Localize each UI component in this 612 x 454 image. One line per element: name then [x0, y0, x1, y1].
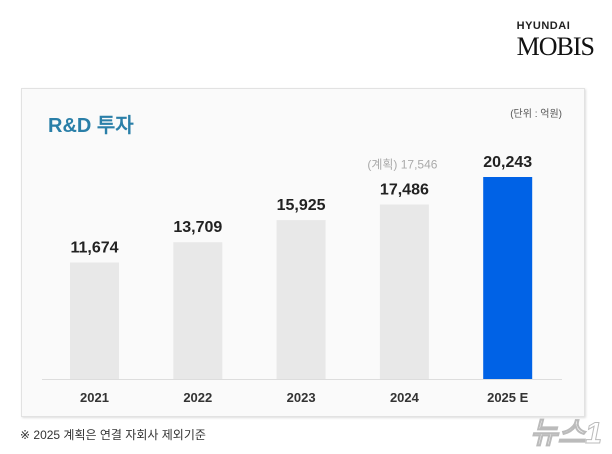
bar-2022 — [173, 242, 223, 379]
value-label: 11,674 — [70, 240, 118, 257]
value-label: 17,486 — [380, 182, 429, 199]
logo-main: MOBIS — [516, 32, 595, 61]
news1-watermark: 뉴스1 — [530, 417, 603, 451]
footnote: ※ 2025 계획은 연결 자회사 제외기준 — [20, 428, 206, 442]
logo-top: HYUNDAI — [516, 20, 571, 32]
chart-title: R&D 투자 — [48, 115, 134, 137]
bar-2025 E — [483, 177, 533, 379]
bar-2021 — [70, 262, 119, 379]
category-label: 2022 — [183, 390, 212, 405]
category-label: 2023 — [287, 390, 316, 405]
plan-annotation: (계획) 17,546 — [367, 158, 437, 172]
category-label: 2025 E — [487, 390, 529, 405]
bar-2024 — [379, 204, 429, 379]
value-label: 20,243 — [483, 154, 532, 171]
value-label: 13,709 — [173, 219, 222, 236]
bar-2023 — [276, 220, 326, 379]
unit-label: (단위 : 억원) — [510, 109, 562, 120]
category-label: 2024 — [390, 390, 420, 405]
hyundai-mobis-logo: HYUNDAI MOBIS — [516, 20, 595, 61]
value-label: 15,925 — [277, 197, 326, 214]
category-label: 2021 — [80, 390, 109, 405]
